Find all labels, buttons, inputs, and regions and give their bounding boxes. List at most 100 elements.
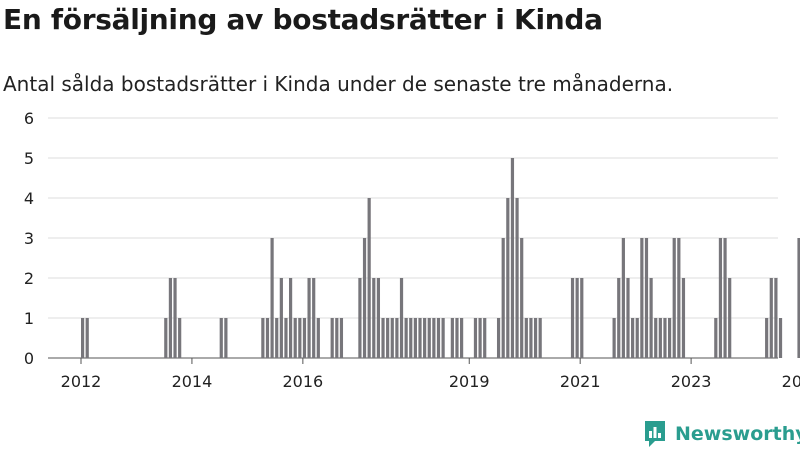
bar	[473, 318, 478, 358]
bar	[381, 318, 385, 358]
bar	[312, 278, 316, 358]
bar	[270, 238, 274, 358]
bar	[261, 318, 265, 358]
bar	[580, 278, 584, 358]
x-tick-label: 2023	[671, 372, 712, 391]
y-tick-label: 3	[24, 229, 34, 248]
bar	[168, 278, 173, 358]
bar	[769, 278, 773, 358]
y-tick-label: 5	[24, 149, 34, 168]
bar	[284, 318, 288, 358]
bar	[510, 158, 515, 358]
bar	[460, 318, 464, 358]
bar	[81, 318, 85, 358]
bar	[774, 278, 778, 358]
bar	[372, 278, 376, 358]
bar	[570, 278, 575, 358]
bar	[164, 318, 168, 358]
brand-name: Newsworthy	[675, 423, 800, 445]
bar	[478, 318, 482, 358]
bar	[644, 238, 649, 358]
bar	[224, 318, 228, 358]
bar	[718, 238, 723, 358]
bar	[529, 318, 533, 358]
bar	[173, 278, 177, 358]
bar	[307, 278, 311, 358]
newsworthy-logo-icon	[645, 421, 665, 447]
bar	[432, 318, 436, 358]
bar	[413, 318, 417, 358]
bar	[496, 318, 501, 358]
bar	[279, 278, 283, 358]
bar	[524, 318, 528, 358]
x-tick-label: 2019	[449, 372, 490, 391]
chart-title: En försäljning av bostadsrätter i Kinda	[3, 3, 603, 36]
bar	[663, 318, 667, 358]
bar	[302, 318, 307, 358]
bar	[672, 238, 676, 358]
bar	[178, 318, 182, 358]
bar	[418, 318, 422, 358]
chart-subtitle: Antal sålda bostadsrätter i Kinda under …	[3, 72, 674, 96]
bar	[367, 198, 371, 358]
bar	[621, 238, 625, 358]
y-tick-label: 2	[24, 269, 34, 288]
y-tick-label: 1	[24, 309, 34, 328]
bar	[436, 318, 441, 358]
brand-logo: Newsworthy	[643, 419, 800, 449]
bar	[765, 318, 769, 358]
y-tick-label: 4	[24, 189, 34, 208]
bar	[635, 318, 639, 358]
bar	[330, 318, 334, 358]
bar	[427, 318, 431, 358]
bar	[575, 278, 579, 358]
y-tick-label: 0	[24, 349, 34, 368]
bar	[626, 278, 630, 358]
bar	[450, 318, 454, 358]
bar	[631, 318, 635, 358]
bar	[390, 318, 394, 358]
bars	[81, 158, 800, 358]
bar	[293, 318, 297, 358]
bar	[728, 278, 732, 358]
x-tick-label: 2014	[172, 372, 213, 391]
bar	[538, 318, 542, 358]
bar	[441, 318, 445, 358]
bar	[386, 318, 390, 358]
bar	[404, 318, 408, 358]
bar	[298, 318, 302, 358]
x-axis-ticks: 2012 2014 2016 2019 2021 2023 2025	[61, 358, 800, 391]
y-axis-ticks: 0 1 2 3 4 5 6	[24, 109, 34, 368]
bar	[658, 318, 662, 358]
bar	[714, 318, 718, 358]
bar	[219, 318, 223, 358]
bar	[85, 318, 89, 358]
bar	[335, 318, 339, 358]
bar	[677, 238, 681, 358]
bar	[506, 198, 510, 358]
bar	[339, 318, 344, 358]
x-tick-label: 2025	[782, 372, 800, 391]
bar	[455, 318, 459, 358]
bar	[520, 238, 524, 358]
bar	[423, 318, 427, 358]
bar	[640, 238, 644, 358]
bar	[399, 278, 404, 358]
bar	[395, 318, 399, 358]
bar	[617, 278, 621, 358]
y-tick-label: 6	[24, 109, 34, 128]
bar	[409, 318, 413, 358]
bar	[358, 278, 362, 358]
bar	[667, 318, 672, 358]
bar	[654, 318, 658, 358]
bar	[376, 278, 381, 358]
bar	[778, 318, 783, 358]
x-tick-label: 2016	[282, 372, 323, 391]
bar	[362, 238, 367, 358]
bar	[612, 318, 616, 358]
bar	[316, 318, 320, 358]
bar	[649, 278, 653, 358]
bar	[288, 278, 293, 358]
bar-chart: 0 1 2 3 4 5 6 2012 2014 2016 2019 2021 2023 2025 1	[24, 109, 800, 391]
bar	[723, 238, 727, 358]
